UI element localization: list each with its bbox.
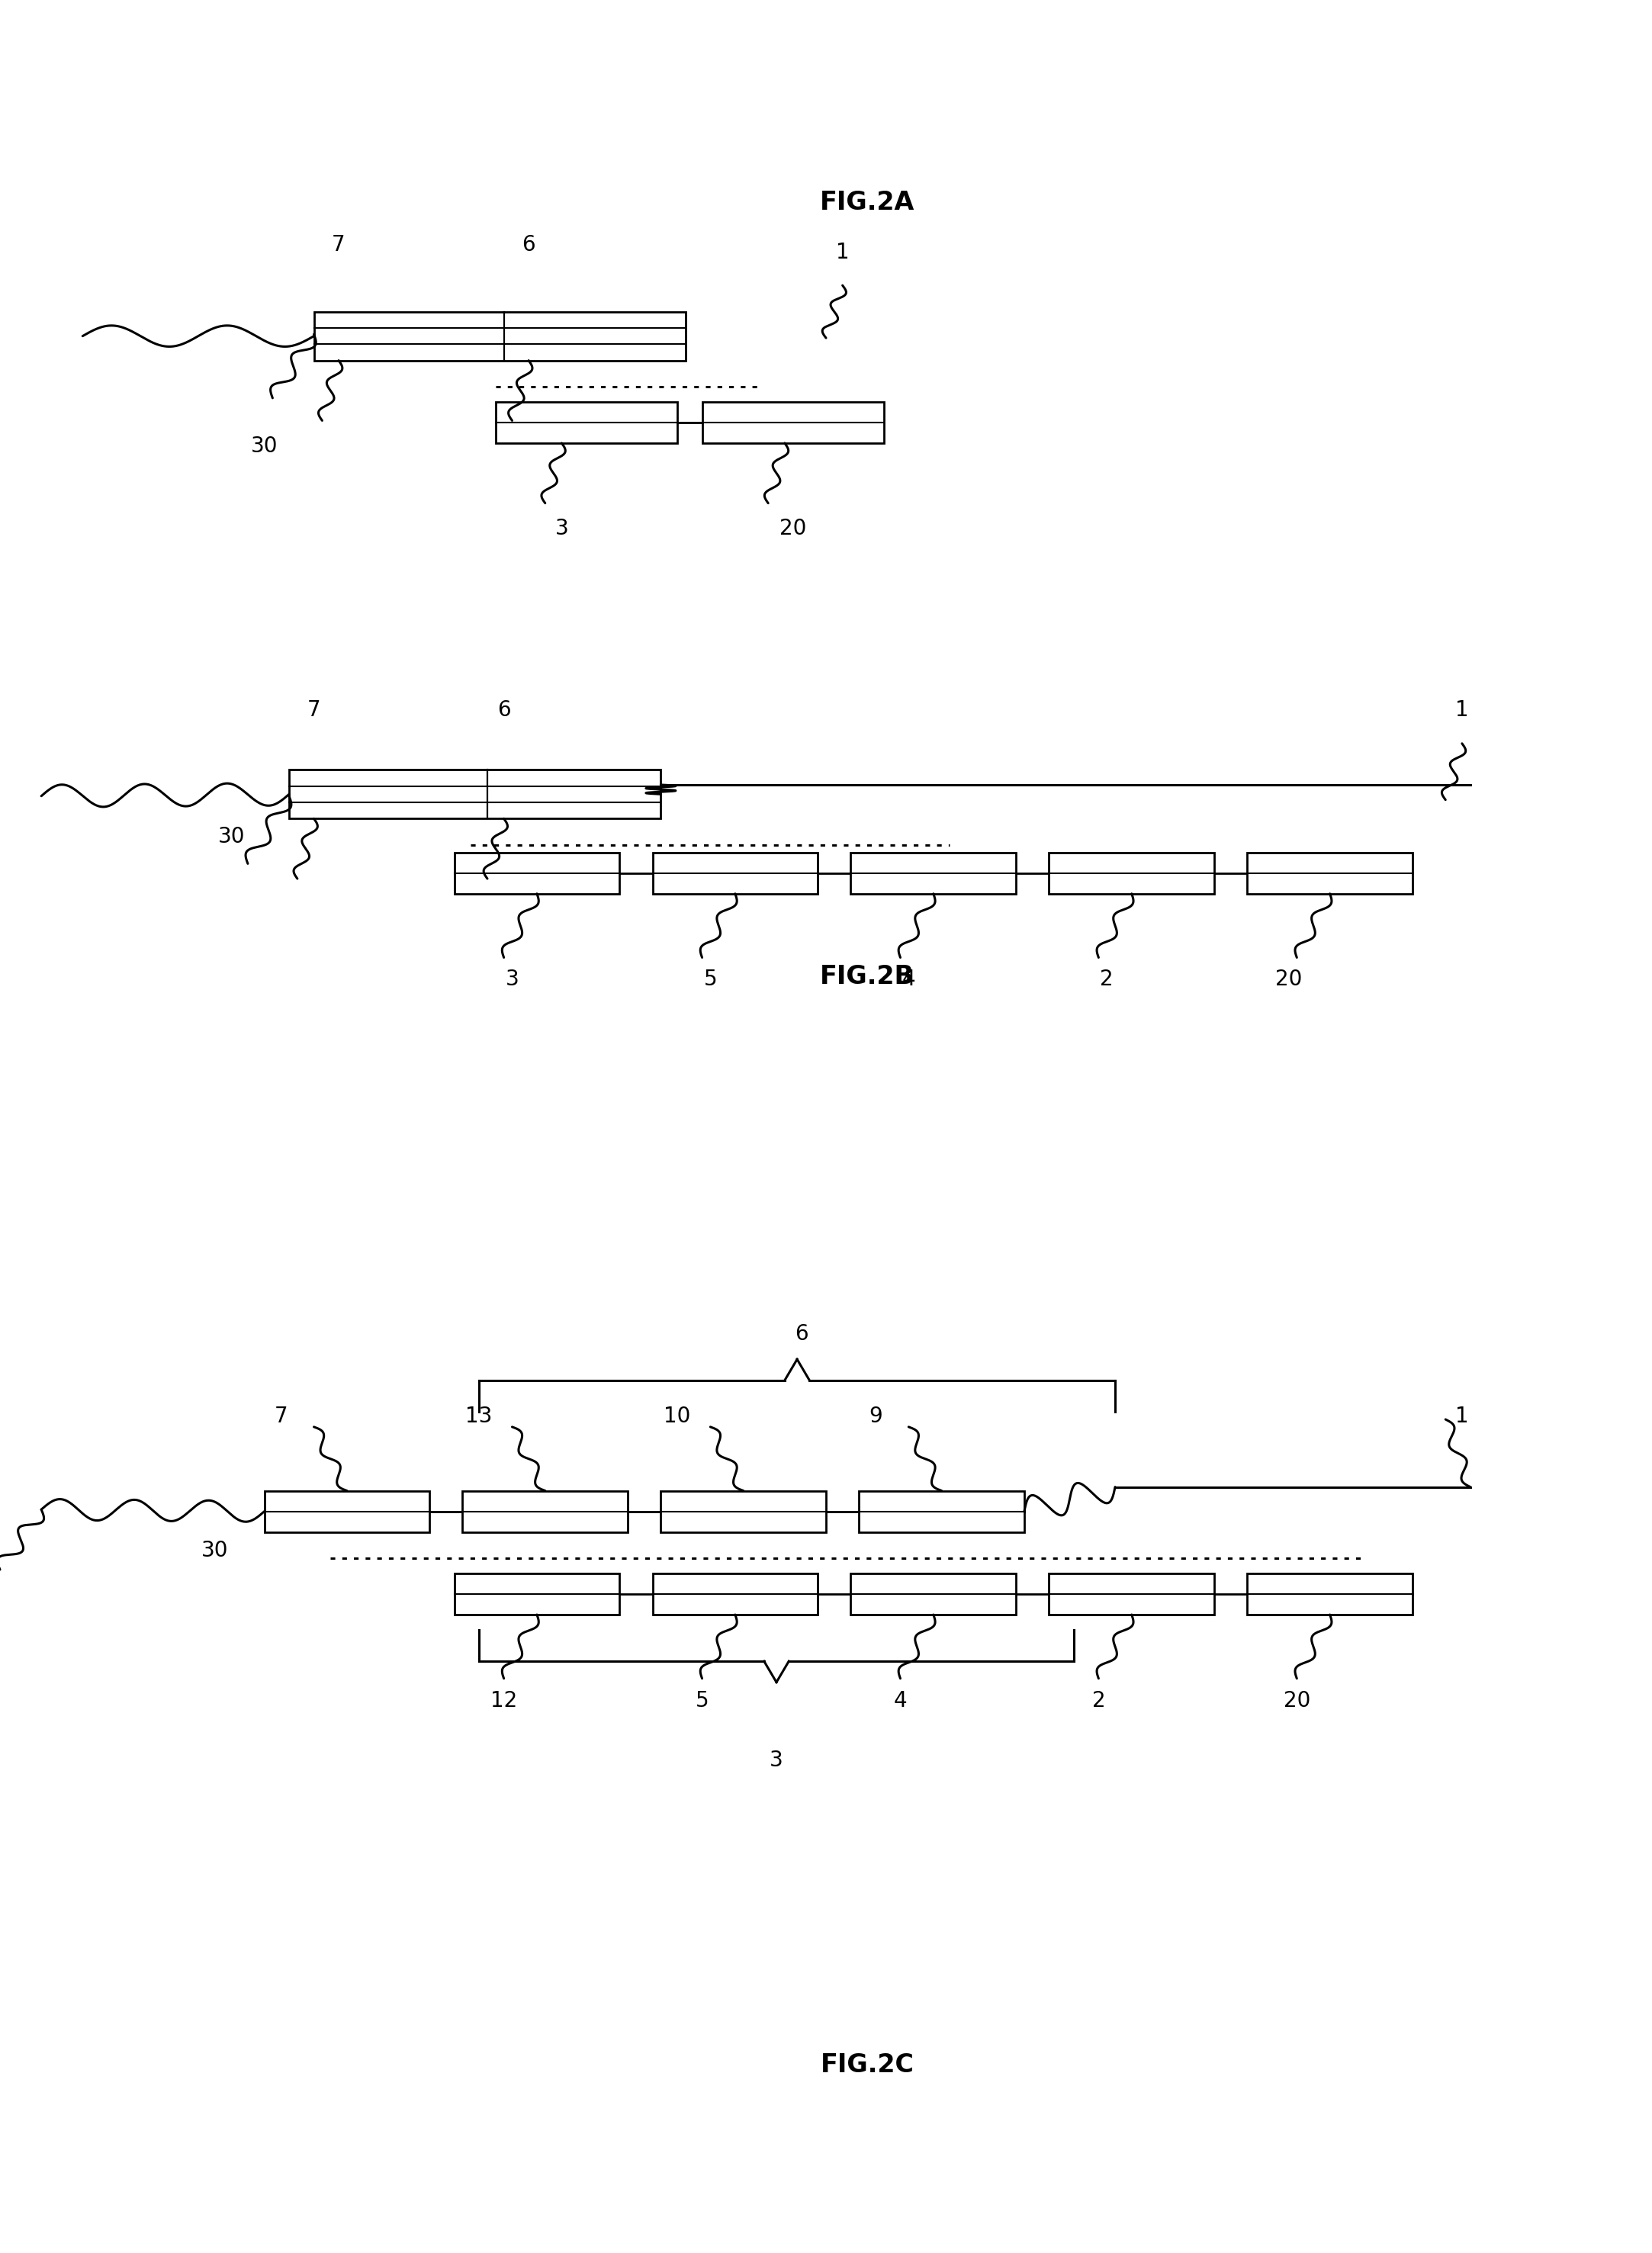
Text: 5: 5 xyxy=(695,1690,709,1710)
Bar xyxy=(264,1491,430,1532)
Bar xyxy=(1247,852,1412,894)
Text: 4: 4 xyxy=(902,969,915,989)
Bar xyxy=(661,1491,826,1532)
Text: 6: 6 xyxy=(522,234,535,255)
Text: 30: 30 xyxy=(202,1539,228,1561)
Text: 6: 6 xyxy=(795,1323,808,1345)
Bar xyxy=(653,1573,818,1615)
Bar xyxy=(859,1491,1024,1532)
Text: 2: 2 xyxy=(1100,969,1113,989)
Text: 4: 4 xyxy=(894,1690,907,1710)
Text: 1: 1 xyxy=(836,241,849,264)
Text: FIG.2B: FIG.2B xyxy=(819,964,915,989)
Bar xyxy=(702,401,884,444)
Bar xyxy=(653,852,818,894)
Bar xyxy=(496,401,677,444)
Text: 20: 20 xyxy=(1275,969,1302,989)
Text: 5: 5 xyxy=(704,969,717,989)
Text: FIG.2C: FIG.2C xyxy=(821,2052,914,2077)
Text: 2: 2 xyxy=(1092,1690,1105,1710)
Text: 3: 3 xyxy=(770,1751,783,1771)
Text: 3: 3 xyxy=(555,518,568,538)
Bar xyxy=(1247,1573,1412,1615)
Text: 7: 7 xyxy=(307,701,320,721)
Text: 1: 1 xyxy=(1455,701,1469,721)
Bar xyxy=(289,771,661,818)
Text: 7: 7 xyxy=(274,1406,287,1426)
Text: 1: 1 xyxy=(1455,1406,1469,1426)
Text: FIG.2A: FIG.2A xyxy=(819,189,915,216)
Bar xyxy=(851,1573,1016,1615)
Text: 30: 30 xyxy=(218,827,244,847)
Text: 30: 30 xyxy=(251,435,278,457)
Text: 6: 6 xyxy=(497,701,510,721)
Bar xyxy=(454,852,620,894)
Text: 3: 3 xyxy=(506,969,519,989)
Bar xyxy=(463,1491,628,1532)
Text: 13: 13 xyxy=(466,1406,492,1426)
Bar xyxy=(851,852,1016,894)
Bar xyxy=(1049,1573,1214,1615)
Text: 9: 9 xyxy=(869,1406,882,1426)
Bar xyxy=(454,1573,620,1615)
Text: 10: 10 xyxy=(664,1406,691,1426)
Text: 20: 20 xyxy=(1284,1690,1310,1710)
Text: 7: 7 xyxy=(332,234,345,255)
Text: 12: 12 xyxy=(491,1690,517,1710)
Bar xyxy=(314,311,686,360)
Bar xyxy=(1049,852,1214,894)
Text: 20: 20 xyxy=(780,518,806,538)
